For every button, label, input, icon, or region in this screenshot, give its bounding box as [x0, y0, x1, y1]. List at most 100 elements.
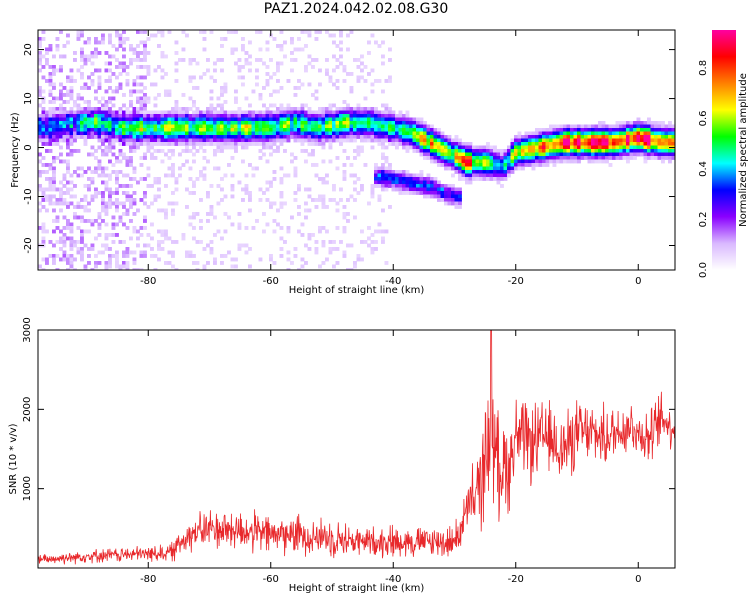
heatmap-cell [122, 264, 126, 269]
heatmap-cell [55, 114, 60, 118]
heatmap-cell [258, 114, 263, 118]
heatmap-cell [559, 142, 564, 146]
heatmap-cell [132, 226, 137, 230]
heatmap-cell [202, 135, 207, 139]
heatmap-cell [300, 117, 305, 122]
heatmap-cell [377, 110, 382, 115]
heatmap-cell [542, 138, 546, 143]
heatmap-cell [192, 75, 196, 80]
heatmap-cell [300, 138, 305, 143]
heatmap-cell [566, 149, 571, 153]
heatmap-cell [598, 159, 602, 164]
heatmap-cell [202, 128, 207, 132]
heatmap-cell [87, 152, 91, 157]
heatmap-cell [598, 124, 602, 129]
heatmap-cell [230, 145, 235, 150]
heatmap-cell [118, 142, 123, 146]
heatmap-cell [556, 131, 560, 136]
heatmap-cell [300, 222, 305, 227]
heatmap-cell [311, 131, 315, 136]
heatmap-cell [454, 135, 459, 139]
heatmap-cell [626, 152, 630, 157]
heatmap-cell [307, 208, 312, 213]
heatmap-cell [276, 114, 280, 118]
heatmap-cell [139, 30, 144, 34]
heatmap-cell [146, 117, 151, 122]
heatmap-cell [115, 257, 119, 262]
heatmap-cell [150, 33, 154, 38]
heatmap-cell [342, 163, 347, 167]
heatmap-cell [626, 131, 630, 136]
heatmap-cell [195, 177, 200, 181]
heatmap-cell [45, 257, 49, 262]
heatmap-cell [454, 166, 459, 171]
heatmap-cell [118, 128, 123, 132]
heatmap-cell [192, 138, 196, 143]
heatmap-cell [136, 114, 140, 118]
heatmap-cell [94, 47, 98, 52]
heatmap-cell [444, 187, 448, 192]
heatmap-cell [55, 226, 60, 230]
heatmap-cell [276, 65, 280, 69]
heatmap-cell [41, 107, 46, 111]
heatmap-cell [132, 177, 137, 181]
heatmap-cell [293, 135, 298, 139]
heatmap-cell [115, 47, 119, 52]
heatmap-cell [409, 177, 413, 181]
heatmap-cell [188, 96, 193, 101]
heatmap-cell [234, 96, 238, 101]
heatmap-cell [83, 264, 88, 269]
heatmap-cell [269, 180, 273, 185]
heatmap-cell [342, 215, 347, 220]
heatmap-cell [62, 257, 67, 262]
heatmap-cell [122, 121, 126, 125]
heatmap-cell [461, 145, 466, 150]
heatmap-cell [426, 124, 431, 129]
heatmap-cell [125, 250, 130, 255]
heatmap-cell [118, 138, 123, 143]
heatmap-cell [101, 152, 105, 157]
heatmap-cell [381, 117, 385, 122]
heatmap-cell [304, 124, 308, 129]
heatmap-cell [395, 180, 399, 185]
heatmap-cell [370, 240, 375, 244]
heatmap-cell [230, 124, 235, 129]
heatmap-cell [52, 184, 56, 188]
heatmap-cell [531, 166, 536, 171]
heatmap-cell [514, 163, 518, 167]
heatmap-cell [556, 152, 560, 157]
heatmap-cell [643, 128, 648, 132]
heatmap-cell [349, 138, 354, 143]
heatmap-cell [139, 103, 144, 108]
heatmap-cell [293, 117, 298, 122]
heatmap-cell [55, 254, 60, 258]
heatmap-cell [430, 187, 434, 192]
heatmap-cell [367, 121, 371, 125]
heatmap-cell [325, 131, 329, 136]
heatmap-cell [353, 128, 357, 132]
heatmap-cell [556, 142, 560, 146]
heatmap-cell [83, 142, 88, 146]
heatmap-cell [654, 138, 658, 143]
heatmap-cell [237, 142, 242, 146]
heatmap-cell [111, 135, 116, 139]
heatmap-cell [591, 128, 595, 132]
heatmap-cell [671, 124, 675, 129]
heatmap-cell [73, 268, 77, 270]
heatmap-cell [118, 240, 123, 244]
heatmap-cell [48, 187, 53, 192]
heatmap-cell [545, 135, 550, 139]
heatmap-cell [657, 149, 662, 153]
heatmap-cell [209, 121, 214, 125]
heatmap-cell [136, 268, 140, 270]
heatmap-cell [185, 149, 189, 153]
heatmap-cell [234, 110, 238, 115]
heatmap-cell [563, 142, 567, 146]
heatmap-cell [440, 131, 445, 136]
heatmap-cell [307, 138, 312, 143]
heatmap-cell [346, 107, 350, 111]
heatmap-cell [458, 198, 462, 202]
heatmap-cell [171, 163, 175, 167]
heatmap-cell [171, 173, 175, 178]
heatmap-cell [353, 156, 357, 160]
